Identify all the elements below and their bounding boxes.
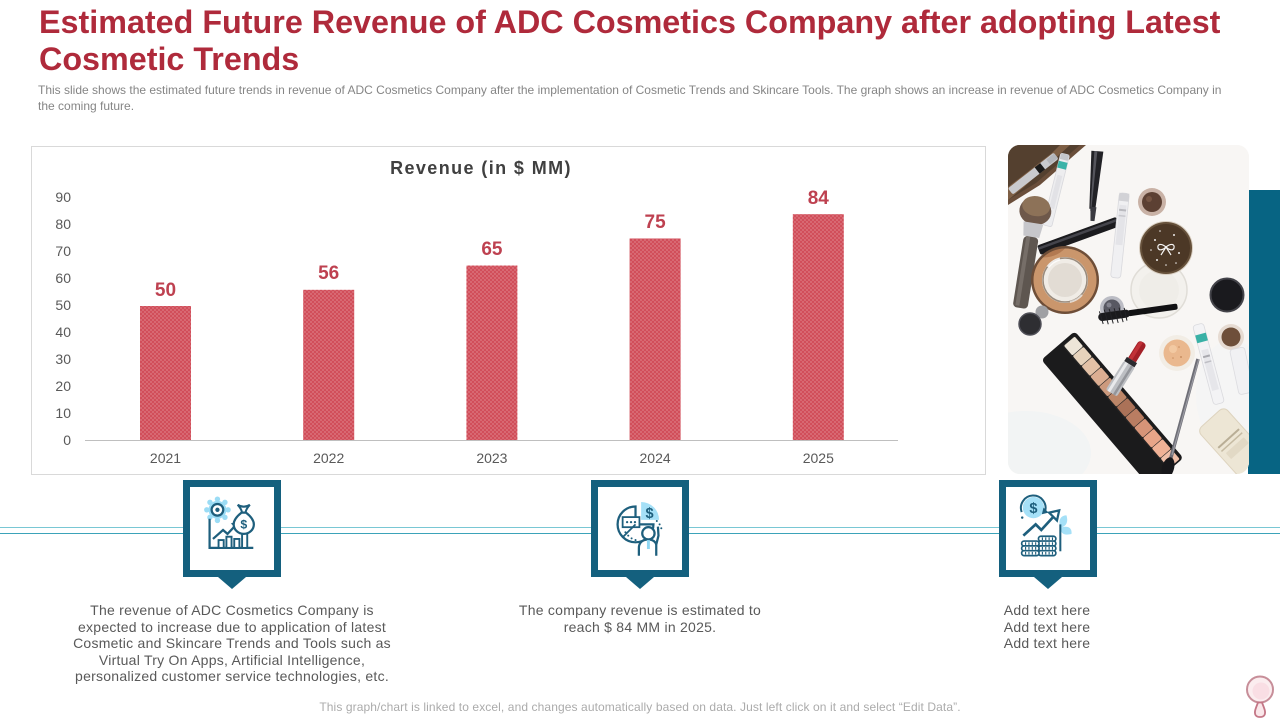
- svg-text:$: $: [645, 506, 653, 522]
- svg-text:$: $: [240, 517, 247, 531]
- svg-text:$: $: [1029, 501, 1037, 517]
